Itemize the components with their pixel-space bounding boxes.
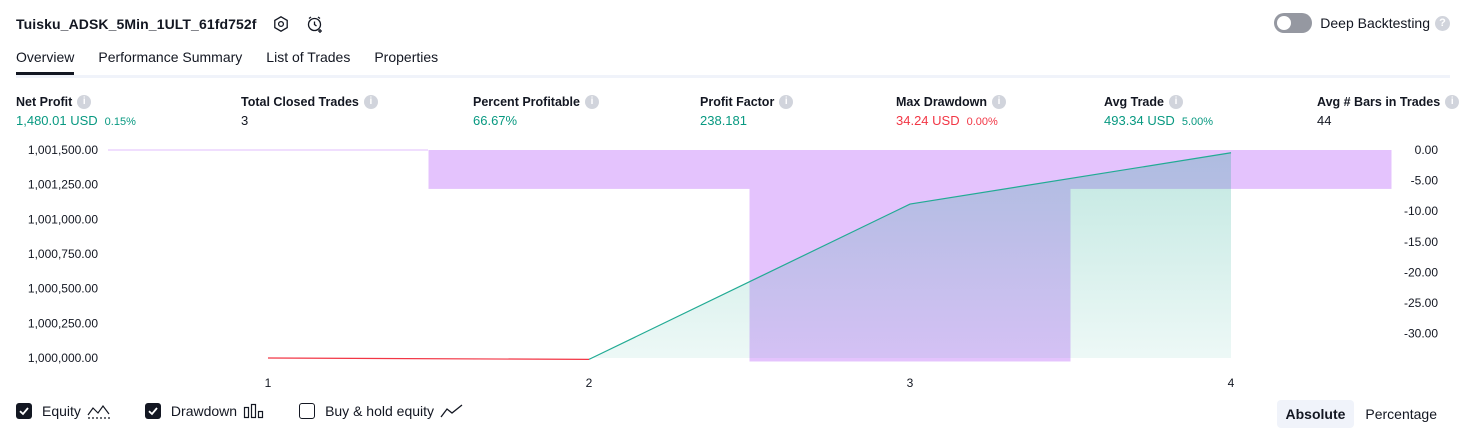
tab-overview[interactable]: Overview (16, 46, 75, 75)
metric-label: Avg # Bars in Trades (1317, 94, 1441, 109)
percentage-button[interactable]: Percentage (1365, 406, 1437, 422)
value-mode-switch: Absolute Percentage (1275, 400, 1447, 428)
metric-label: Profit Factor (700, 94, 775, 109)
y-left-tick-label: 1,001,500.00 (28, 143, 98, 157)
drawdown-bar (428, 150, 750, 189)
metric-profit-factor: Profit Factor i 238.181 (700, 93, 794, 128)
tab-properties[interactable]: Properties (374, 49, 439, 65)
y-left-tick-label: 1,000,750.00 (28, 247, 98, 261)
legend-buy-hold[interactable]: Buy & hold equity (299, 403, 464, 419)
y-left-tick-label: 1,001,000.00 (28, 212, 98, 226)
metric-value: 66.67% (473, 113, 518, 128)
absolute-button[interactable]: Absolute (1276, 400, 1355, 428)
alert-clock-icon[interactable] (305, 14, 325, 34)
y-left-tick-label: 1,001,250.00 (28, 178, 98, 192)
deep-backtesting: Deep Backtesting ? (1274, 13, 1450, 33)
buy-hold-checkbox[interactable] (299, 403, 316, 419)
y-right-tick-label: -15.00 (1404, 235, 1438, 249)
buy-hold-line-icon (440, 403, 464, 419)
y-left-tick-label: 1,000,500.00 (28, 282, 98, 296)
equity-line-loss (267, 357, 590, 360)
metric-avg-trade: Avg Trade i 493.34 USD 5.00% (1104, 93, 1213, 128)
metric-value: 3 (241, 113, 249, 128)
info-icon[interactable]: i (1445, 94, 1460, 109)
equity-area (589, 152, 1231, 360)
y-left-tick-label: 1,000,000.00 (28, 351, 98, 365)
metric-value: 44 (1317, 113, 1332, 128)
chart-legend: Equity Drawdown Buy & hold equity (16, 403, 498, 419)
legend-equity[interactable]: Equity (16, 403, 111, 419)
equity-drawdown-chart: 1,001,500.00 1,001,250.00 1,001,000.00 1,00… (28, 143, 1439, 390)
metric-label: Total Closed Trades (241, 94, 359, 109)
y-right-tick-label: 0.00 (1415, 143, 1439, 157)
x-tick-label: 2 (586, 376, 593, 390)
deep-backtesting-toggle[interactable] (1274, 13, 1313, 33)
legend-buy-hold-label: Buy & hold equity (325, 403, 435, 419)
tab-bar: Overview Performance Summary List of Tra… (16, 46, 1450, 78)
metric-total-closed-trades: Total Closed Trades i 3 (241, 93, 378, 128)
metric-value: 238.181 (700, 113, 747, 128)
metric-value: 1,480.01 USD (16, 113, 98, 128)
x-tick-label: 3 (907, 376, 914, 390)
x-tick-label: 4 (1228, 376, 1235, 390)
info-icon[interactable]: i (779, 94, 794, 109)
tab-performance-summary[interactable]: Performance Summary (98, 49, 243, 65)
y-left-tick-label: 1,000,250.00 (28, 316, 98, 330)
y-right-tick-label: -30.00 (1404, 327, 1438, 341)
legend-drawdown-label: Drawdown (170, 403, 238, 419)
x-tick-label: 1 (265, 376, 272, 390)
info-icon[interactable]: i (363, 94, 378, 109)
legend-equity-label: Equity (42, 403, 81, 419)
metric-label: Net Profit (16, 94, 73, 109)
metric-net-profit: Net Profit i 1,480.01 USD 0.15% (16, 93, 136, 128)
strategy-title: Tuisku_ADSK_5Min_1ULT_61fd752f (16, 16, 257, 32)
tab-list-of-trades[interactable]: List of Trades (266, 49, 351, 65)
metric-percent: 0.15% (104, 116, 136, 128)
toggle-knob (1277, 16, 1292, 30)
equity-checkbox[interactable] (16, 403, 32, 419)
metric-percent-profitable: Percent Profitable i 66.67% (473, 93, 599, 128)
metric-percent: 5.00% (1181, 116, 1214, 128)
y-right-tick-label: -10.00 (1404, 204, 1438, 218)
y-right-tick-label: -20.00 (1404, 265, 1438, 279)
equity-area-icon (87, 403, 111, 419)
y-right-tick-label: -5.00 (1411, 174, 1439, 188)
drawdown-bars-icon (243, 403, 265, 419)
metric-label: Avg Trade (1104, 94, 1164, 109)
strategy-header: Tuisku_ADSK_5Min_1ULT_61fd752f (16, 12, 325, 36)
metric-value: 34.24 USD (896, 113, 960, 128)
y-right-tick-label: -25.00 (1404, 296, 1438, 310)
drawdown-checkbox[interactable] (144, 403, 161, 419)
deep-backtesting-label: Deep Backtesting (1320, 15, 1430, 31)
info-icon[interactable]: i (584, 94, 599, 109)
info-icon[interactable]: i (77, 94, 92, 109)
metric-value: 493.34 USD (1104, 113, 1175, 128)
metric-percent: 0.00% (966, 116, 998, 128)
legend-drawdown[interactable]: Drawdown (144, 403, 265, 419)
help-icon[interactable]: ? (1435, 15, 1450, 31)
metric-max-drawdown: Max Drawdown i 34.24 USD 0.00% (896, 93, 1006, 128)
info-icon[interactable]: i (992, 94, 1006, 109)
info-icon[interactable]: i (1168, 94, 1183, 109)
metric-label: Percent Profitable (473, 94, 580, 109)
metric-label: Max Drawdown (896, 94, 987, 109)
settings-gear-icon[interactable] (271, 14, 291, 34)
metric-avg-bars-in-trades: Avg # Bars in Trades i 44 (1317, 93, 1460, 128)
